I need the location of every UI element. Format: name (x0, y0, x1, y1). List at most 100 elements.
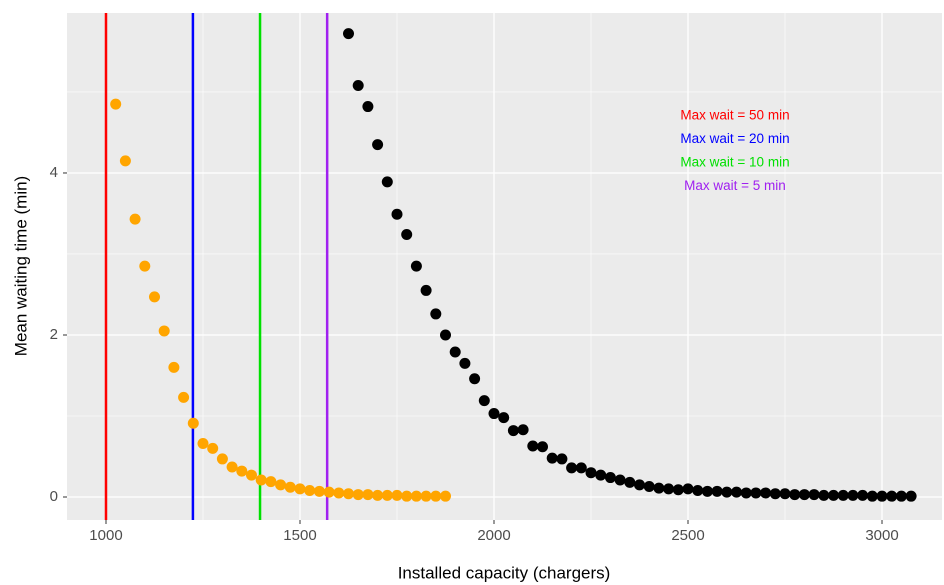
point (391, 489, 403, 501)
point (401, 490, 413, 502)
point (459, 357, 471, 369)
point (556, 453, 568, 465)
x-tick-label: 2000 (477, 527, 510, 544)
point (323, 486, 335, 498)
point (372, 139, 384, 151)
point (410, 490, 422, 502)
point (469, 373, 481, 385)
point (440, 329, 452, 341)
panel (67, 13, 942, 520)
point (372, 489, 384, 501)
point (537, 441, 549, 453)
point (740, 487, 752, 499)
point (119, 155, 131, 167)
point (478, 395, 490, 407)
point (284, 481, 296, 493)
point (653, 482, 665, 494)
point (420, 490, 432, 502)
point (245, 469, 257, 481)
point (604, 472, 616, 484)
point (352, 489, 364, 501)
point (789, 489, 801, 501)
point (750, 487, 762, 499)
point (498, 412, 510, 424)
point (857, 489, 869, 501)
point (663, 483, 675, 495)
point (304, 485, 316, 497)
point (527, 440, 539, 452)
point (333, 487, 345, 499)
point (585, 467, 597, 479)
point (362, 101, 374, 113)
point (197, 438, 209, 450)
point (352, 79, 364, 91)
point (343, 488, 355, 500)
point (575, 462, 587, 474)
point (207, 442, 219, 454)
y-tick-label: 2 (50, 326, 58, 343)
annotation: Max wait = 20 min (680, 131, 789, 146)
point (226, 461, 238, 473)
point (760, 487, 772, 499)
point (187, 417, 199, 429)
y-tick-label: 4 (50, 164, 58, 181)
point (275, 479, 287, 491)
point (381, 176, 393, 188)
point (420, 284, 432, 296)
point (905, 490, 917, 502)
point (391, 208, 403, 220)
point (313, 485, 325, 497)
point (711, 485, 723, 497)
x-tick-label: 3000 (865, 527, 898, 544)
annotation: Max wait = 50 min (680, 108, 789, 123)
point (410, 260, 422, 272)
point (643, 480, 655, 492)
point (886, 490, 898, 502)
point (808, 489, 820, 501)
y-axis-title: Mean waiting time (min) (11, 176, 30, 356)
point (837, 489, 849, 501)
point (216, 453, 228, 465)
x-tick-label: 1000 (89, 527, 122, 544)
point (731, 486, 743, 498)
point (566, 462, 578, 474)
y-tick-label: 0 (50, 488, 58, 505)
point (847, 489, 859, 501)
x-tick-label: 1500 (283, 527, 316, 544)
point (430, 308, 442, 320)
point (779, 488, 791, 500)
point (798, 489, 810, 501)
point (294, 483, 306, 495)
annotation: Max wait = 5 min (684, 178, 786, 193)
point (507, 425, 519, 437)
point (828, 489, 840, 501)
point (265, 476, 277, 488)
point (178, 391, 190, 403)
point (381, 489, 393, 501)
point (818, 489, 830, 501)
point (158, 325, 170, 337)
point (721, 486, 733, 498)
point (110, 98, 122, 110)
x-tick-label: 2500 (671, 527, 704, 544)
point (682, 483, 694, 495)
x-axis-title: Installed capacity (chargers) (398, 563, 611, 582)
point (430, 490, 442, 502)
point (595, 469, 607, 481)
point (139, 260, 151, 272)
point (148, 291, 160, 303)
point (692, 485, 704, 497)
point (866, 490, 878, 502)
point (236, 465, 248, 477)
point (168, 361, 180, 373)
point (672, 484, 684, 496)
point (624, 476, 636, 488)
point (255, 474, 267, 486)
point (634, 479, 646, 491)
point (614, 474, 626, 486)
point (895, 490, 907, 502)
point (362, 489, 374, 501)
point (517, 424, 529, 436)
point (440, 490, 452, 502)
